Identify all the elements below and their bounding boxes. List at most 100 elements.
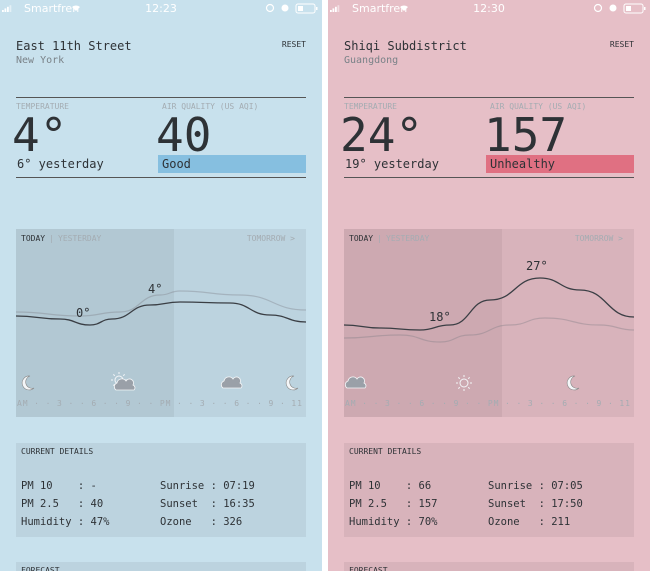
temperature-value: 24° (340, 108, 424, 162)
clock: 12:23 (145, 2, 177, 15)
tab-tomorrow[interactable]: TOMORROW > (574, 234, 623, 243)
cloud-icon (220, 376, 243, 389)
battery-level (626, 6, 631, 11)
temperature-yesterday: 6° yesterday (17, 157, 104, 171)
signal-bar (330, 10, 332, 12)
divider (16, 97, 306, 98)
forecast-panel (16, 562, 306, 571)
chart-axis: AM · · 3 · · 6 · · 9 · · PM · · 3 · · 6 … (17, 399, 303, 408)
sun-ray (457, 376, 461, 380)
yesterday-line (343, 317, 635, 343)
divider (344, 97, 634, 98)
temperature-label: TEMPERATURE (344, 102, 397, 111)
signal-bar (7, 6, 9, 12)
detail-item: PM 10 : 66 (349, 480, 432, 492)
tab-separator: | (49, 234, 54, 243)
temperature-chart (15, 290, 307, 391)
location-title: Shiqi Subdistrict (344, 39, 467, 53)
forecast-panel (344, 562, 634, 571)
signal-bar (332, 8, 335, 12)
chart-today-shade (344, 229, 502, 417)
details-title: CURRENT DETAILS (21, 447, 94, 456)
temperature-label: TEMPERATURE (16, 102, 69, 111)
divider (344, 177, 634, 178)
sun-ray (112, 373, 116, 377)
battery-level (298, 6, 303, 11)
chart-axis: AM · · 3 · · 6 · · 9 · · PM · · 3 · · 6 … (345, 399, 631, 408)
sun-ray (112, 383, 116, 387)
aqi-status: Good (162, 157, 191, 171)
location-subtitle: New York (16, 55, 65, 66)
detail-item: Ozone : 326 (160, 516, 243, 528)
tab-tomorrow[interactable]: TOMORROW > (246, 234, 295, 243)
detail-item: Humidity : 47% (21, 516, 110, 528)
aqi-label: AIR QUALITY (US AQI) (162, 102, 259, 111)
details-panel (16, 443, 306, 537)
reset-button[interactable]: RESET (281, 40, 306, 49)
forecast-title: FORECAST (21, 566, 60, 571)
signal-bar (337, 5, 340, 12)
chart-panel (344, 229, 634, 417)
detail-item: Sunrise : 07:05 (488, 480, 583, 492)
temperature-chart (343, 277, 635, 391)
chart-label: 18° (429, 310, 451, 324)
reset-button[interactable]: RESET (609, 40, 634, 49)
tab-yesterday[interactable]: YESTERDAY (58, 234, 102, 243)
aqi-value: 40 (156, 108, 212, 162)
battery-tip (316, 7, 318, 10)
chart-label: 4° (148, 282, 163, 296)
sun-ray (457, 386, 461, 390)
lock-icon (593, 3, 603, 13)
aqi-badge (158, 155, 306, 173)
alarm-icon (281, 4, 289, 12)
chart-panel (16, 229, 306, 417)
detail-item: Sunrise : 07:19 (160, 480, 255, 492)
tab-today[interactable]: TODAY (21, 234, 46, 243)
phone-screen: Smartfren 12:23 East 11th Street New York RE… (0, 0, 322, 571)
tab-today[interactable]: TODAY (349, 234, 374, 243)
temperature-yesterday: 19° yesterday (345, 157, 439, 171)
aqi-value: 157 (484, 108, 568, 162)
today-line (15, 301, 307, 326)
sun-icon (459, 378, 469, 388)
details-title: CURRENT DETAILS (349, 447, 422, 456)
moon-icon (285, 375, 299, 391)
detail-item: Ozone : 211 (488, 516, 571, 528)
detail-item: Sunset : 16:35 (160, 498, 255, 510)
details-panel (344, 443, 634, 537)
detail-item: Humidity : 70% (349, 516, 438, 528)
location-subtitle: Guangdong (344, 55, 399, 66)
divider (16, 177, 306, 178)
aqi-label: AIR QUALITY (US AQI) (490, 102, 587, 111)
today-line (343, 277, 635, 331)
wifi-icon (400, 5, 408, 11)
sun-ray (467, 376, 471, 380)
detail-item: Sunset : 17:50 (488, 498, 583, 510)
yesterday-line (15, 290, 307, 317)
sun-ray (122, 373, 126, 377)
phone-screen: Smartfren 12:30 Shiqi Subdistrict Guangdong… (328, 0, 650, 571)
battery (623, 3, 644, 14)
signal-bar (335, 6, 337, 12)
wifi-icon (72, 5, 80, 11)
chart-label: 0° (76, 306, 91, 320)
temperature-value: 4° (12, 108, 68, 162)
signal-bar (4, 8, 7, 12)
signal-bar (9, 5, 12, 12)
battery-tip (644, 7, 646, 10)
status-icons (330, 3, 646, 14)
forecast-title: FORECAST (349, 566, 388, 571)
signal-bar (2, 10, 4, 12)
location-title: East 11th Street (16, 39, 132, 53)
clock: 12:30 (473, 2, 505, 15)
cloud-icon (344, 376, 367, 389)
status-icons (2, 3, 318, 14)
chart-today-shade (16, 229, 174, 417)
moon-icon (21, 375, 35, 391)
carrier: Smartfren (24, 2, 80, 15)
tab-yesterday[interactable]: YESTERDAY (386, 234, 430, 243)
battery (295, 3, 316, 14)
alarm-icon (609, 4, 617, 12)
tab-separator: | (377, 234, 382, 243)
